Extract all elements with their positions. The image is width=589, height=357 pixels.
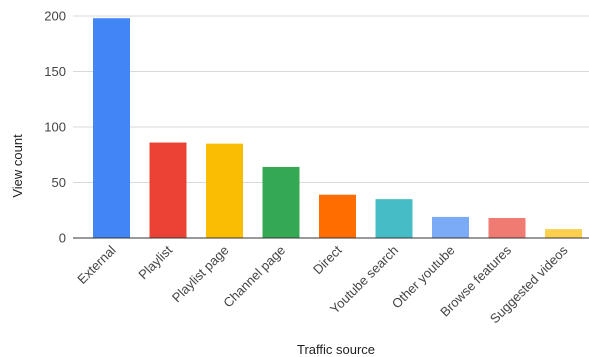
bar-playlist bbox=[149, 142, 187, 238]
y-tick-label: 50 bbox=[52, 175, 66, 190]
bar-youtube-search bbox=[375, 199, 413, 238]
y-axis-tick-labels: 0 50 100 150 200 bbox=[44, 9, 66, 246]
y-tick-label: 100 bbox=[44, 120, 66, 135]
x-tick-label: Playlist page bbox=[169, 243, 232, 306]
bar-playlist-page bbox=[206, 143, 243, 238]
bars bbox=[93, 18, 582, 238]
x-tick-label: Direct bbox=[310, 242, 345, 277]
gridlines bbox=[73, 15, 589, 183]
y-tick-label: 0 bbox=[59, 231, 66, 246]
bar-other-youtube bbox=[432, 216, 469, 238]
y-tick-label: 200 bbox=[44, 9, 66, 24]
y-tick-label: 150 bbox=[44, 64, 66, 79]
bar-external bbox=[93, 18, 130, 238]
bar-channel-page bbox=[262, 166, 300, 238]
y-axis-title: View count bbox=[10, 134, 25, 198]
bar-suggested-videos bbox=[545, 229, 582, 238]
bar-browse-features bbox=[488, 218, 526, 238]
bar-direct bbox=[319, 194, 356, 238]
x-axis-title: Traffic source bbox=[297, 342, 375, 357]
x-tick-label: External bbox=[74, 242, 118, 286]
x-tick-label: Playlist bbox=[135, 242, 175, 282]
